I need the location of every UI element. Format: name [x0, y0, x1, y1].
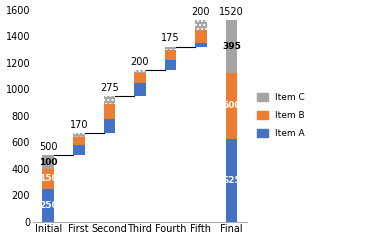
Bar	[226, 20, 237, 72]
Text: 200: 200	[131, 57, 149, 66]
Bar	[73, 133, 84, 137]
Text: 625: 625	[222, 176, 241, 185]
Text: 395: 395	[222, 42, 241, 51]
Bar	[195, 30, 207, 43]
Text: 200: 200	[192, 7, 210, 17]
Bar	[104, 104, 115, 119]
Bar	[104, 119, 115, 133]
Bar	[42, 169, 54, 189]
Bar	[42, 155, 54, 169]
Bar	[104, 96, 115, 104]
Text: 250: 250	[39, 201, 58, 210]
Legend: Item C, Item B, Item A: Item C, Item B, Item A	[253, 89, 308, 142]
Bar	[134, 83, 146, 96]
Bar	[165, 47, 176, 50]
Bar	[195, 43, 207, 47]
Text: 150: 150	[39, 174, 58, 183]
Text: 170: 170	[70, 120, 88, 130]
Bar	[165, 50, 176, 60]
Bar	[134, 70, 146, 73]
Text: 1520: 1520	[219, 7, 244, 17]
Bar	[165, 60, 176, 70]
Text: 500: 500	[39, 142, 58, 152]
Bar	[73, 137, 84, 145]
Text: 500: 500	[222, 101, 241, 110]
Text: 275: 275	[100, 83, 119, 93]
Bar	[134, 73, 146, 83]
Text: 100: 100	[39, 157, 58, 167]
Text: 175: 175	[161, 33, 180, 43]
Bar	[226, 139, 237, 222]
Bar	[73, 145, 84, 155]
Bar	[42, 189, 54, 222]
Bar	[195, 20, 207, 30]
Bar	[226, 72, 237, 139]
